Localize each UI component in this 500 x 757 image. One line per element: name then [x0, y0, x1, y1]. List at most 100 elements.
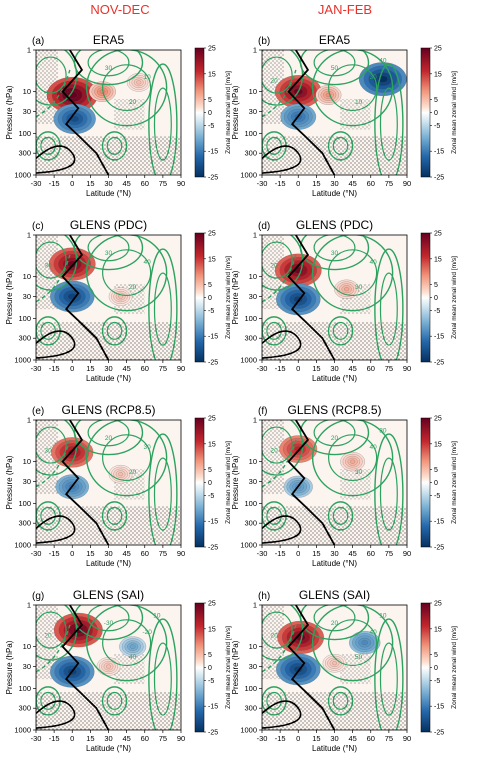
x-tick-label: 15	[86, 549, 94, 558]
x-tick-label: 75	[385, 364, 393, 373]
y-tick-label: 300	[244, 704, 257, 713]
x-tick-label: 30	[104, 549, 112, 558]
contour-label: 40	[370, 629, 378, 636]
x-tick-label: 90	[403, 549, 411, 558]
colorbar-tick-label: 5	[208, 652, 212, 659]
contour-label: -20	[142, 629, 152, 636]
y-tick-label: 1	[253, 416, 257, 425]
climatology-contour	[311, 420, 394, 497]
contour-label: 20	[331, 435, 339, 442]
colorbar-tick-label: -25	[434, 730, 444, 737]
colorbar	[194, 47, 205, 178]
climatology-contour	[101, 501, 128, 531]
y-axis-label: Pressure (hPa)	[5, 455, 14, 509]
x-tick-label: 60	[367, 549, 375, 558]
x-tick-label: -15	[49, 364, 60, 373]
colorbar-tick-label: -15	[208, 704, 218, 711]
y-tick-label: 10	[249, 457, 257, 466]
x-tick-label: 30	[104, 734, 112, 743]
plot-area: 20 40 50 20 10	[262, 605, 407, 730]
colorbar-tick-label: -25	[434, 175, 444, 182]
colorbar-tick-label: -5	[208, 493, 214, 500]
x-tick-label: -30	[257, 734, 268, 743]
climatology-contour	[313, 420, 356, 447]
colorbar	[420, 417, 431, 548]
colorbar-tick-label: 5	[434, 467, 438, 474]
plot-area: -30 -20 40 20 10	[36, 605, 181, 730]
column-title-right: JAN-FEB	[318, 2, 372, 17]
colorbar-tick-label: -15	[434, 519, 444, 526]
colorbar-tick-label: -5	[208, 678, 214, 685]
y-axis-label: Pressure (hPa)	[231, 270, 240, 324]
x-tick-label: 90	[177, 364, 185, 373]
climatology-contour	[102, 619, 152, 667]
colorbar-label: Zonal mean zonal wind [m/s]	[225, 71, 232, 154]
colorbar-tick-label: 5	[434, 97, 438, 104]
climatology-contour	[374, 63, 404, 175]
y-tick-label: 300	[244, 149, 257, 158]
climatology-contour	[102, 434, 152, 482]
x-tick-label: -30	[31, 179, 42, 188]
contour-label: 10	[355, 99, 363, 106]
x-axis-label: Latitude (°N)	[86, 374, 131, 383]
panel-letter: (h)	[258, 591, 270, 602]
climatology-contour	[85, 605, 168, 682]
x-tick-label: 75	[385, 734, 393, 743]
contour-label: 20	[129, 99, 137, 106]
x-tick-label: 75	[159, 549, 167, 558]
x-tick-label: 90	[403, 734, 411, 743]
climatology-contour	[148, 248, 178, 360]
x-tick-label: 60	[141, 734, 149, 743]
contour-label: 30	[370, 74, 378, 81]
panel-title: GLENS (PDC)	[70, 218, 147, 232]
colorbar-label: Zonal mean zonal wind [m/s]	[225, 626, 232, 709]
climatology-contour	[332, 691, 349, 710]
x-tick-label: 90	[177, 549, 185, 558]
colorbar-tick-label: 15	[208, 626, 216, 633]
y-tick-label: 100	[18, 129, 31, 138]
climatology-contour	[262, 426, 293, 464]
contour-label: 20	[270, 77, 278, 84]
panel-letter: (g)	[32, 591, 44, 602]
wind-blob	[136, 80, 142, 85]
x-tick-label: 90	[177, 734, 185, 743]
contour-label: 30	[44, 262, 52, 269]
x-tick-label: 60	[367, 734, 375, 743]
x-axis-label: Latitude (°N)	[86, 559, 131, 568]
climatology-contour	[153, 87, 172, 161]
climatology-contour	[332, 506, 349, 525]
x-tick-label: 45	[348, 734, 356, 743]
x-tick-label: 90	[403, 179, 411, 188]
x-tick-label: 0	[296, 734, 300, 743]
colorbar-tick-label: 25	[208, 46, 216, 53]
colorbar-tick-label: 15	[208, 256, 216, 263]
y-tick-label: 100	[244, 129, 257, 138]
y-tick-label: 30	[23, 477, 31, 486]
climatology-contour	[313, 235, 356, 262]
climatology-contour	[299, 50, 370, 86]
colorbar-tick-label: 25	[434, 601, 442, 608]
colorbar-label: Zonal mean zonal wind [m/s]	[451, 71, 458, 154]
y-tick-label: 30	[249, 107, 257, 116]
colorbar-tick-label: 15	[434, 626, 442, 633]
colorbar-tick-label: -15	[208, 519, 218, 526]
y-tick-label: 1000	[14, 356, 31, 365]
x-tick-label: 30	[330, 734, 338, 743]
y-tick-label: 100	[18, 499, 31, 508]
panel-title: ERA5	[93, 33, 125, 47]
climatology-contour	[262, 611, 293, 649]
zero-wind-line	[287, 50, 336, 175]
climatology-contour	[85, 50, 168, 127]
contour-label: 30	[44, 447, 52, 454]
y-tick-label: 30	[249, 662, 257, 671]
climatology-contour	[36, 611, 67, 649]
contour-label: 30	[355, 284, 363, 291]
climatology-contour	[379, 457, 398, 531]
y-tick-label: 30	[249, 292, 257, 301]
x-tick-label: 90	[177, 179, 185, 188]
y-tick-label: 1000	[240, 541, 257, 550]
